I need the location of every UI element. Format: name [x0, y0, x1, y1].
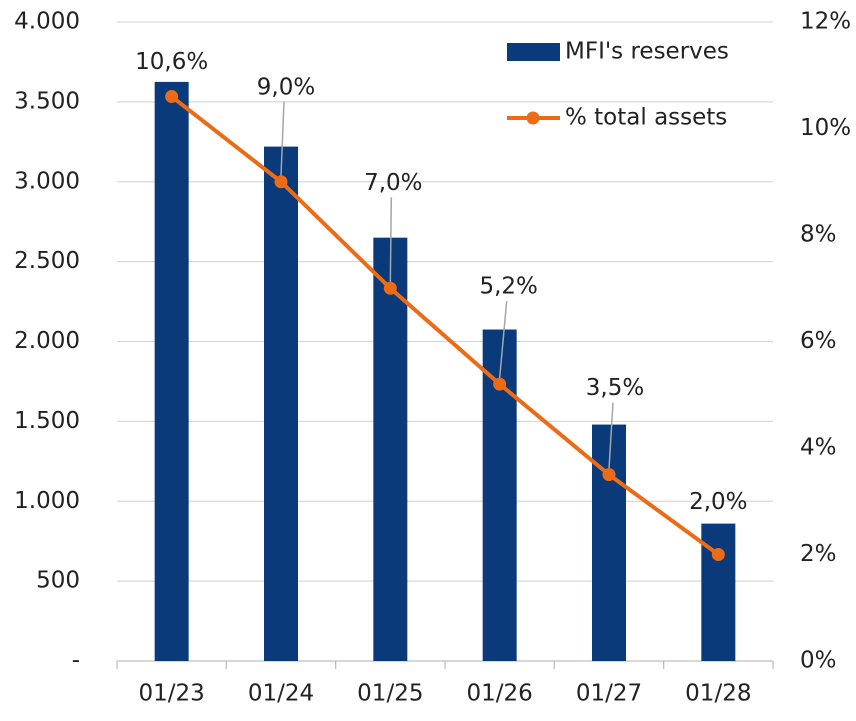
- legend-swatch: [526, 111, 540, 125]
- line-point: [602, 468, 616, 482]
- data-label: 3,5%: [586, 375, 644, 401]
- x-tick-label: 01/26: [467, 681, 533, 707]
- x-tick-label: 01/23: [139, 681, 205, 707]
- leader-line: [498, 301, 508, 379]
- legend-label: % total assets: [565, 105, 727, 131]
- legend-swatch: [507, 43, 560, 61]
- y2-tick-label: 4%: [800, 435, 837, 461]
- bar: [264, 146, 298, 662]
- y2-tick-label: 6%: [800, 328, 837, 354]
- y-tick-label: 1.000: [14, 488, 80, 514]
- data-label: 2,0%: [689, 489, 747, 515]
- y-tick-label: 2.500: [14, 248, 80, 274]
- y2-tick-label: 10%: [800, 115, 851, 141]
- data-label: 7,0%: [364, 170, 422, 196]
- line-point: [383, 281, 397, 295]
- line-point: [274, 175, 288, 189]
- bar: [154, 81, 189, 661]
- line-point: [711, 548, 725, 561]
- y-tick-label: 4.000: [14, 9, 80, 35]
- leader-line: [608, 402, 614, 469]
- y2-tick-label: 2%: [800, 541, 837, 567]
- leader-line: [389, 197, 393, 283]
- data-label: 9,0%: [257, 74, 315, 100]
- y2-tick-label: 8%: [800, 222, 837, 248]
- y-tick-label: 3.000: [14, 168, 80, 194]
- y-tick-label: -: [72, 648, 80, 674]
- line-point: [493, 377, 507, 391]
- line-point: [165, 90, 179, 104]
- y-tick-label: 1.500: [14, 408, 80, 434]
- y-tick-label: 3.500: [14, 88, 80, 114]
- x-tick-label: 01/24: [248, 681, 314, 707]
- data-label: 10,6%: [135, 49, 208, 75]
- line: [170, 94, 720, 557]
- x-tick-label: 01/25: [357, 681, 423, 707]
- y-tick-label: 2.000: [14, 328, 80, 354]
- leader-line: [280, 101, 285, 176]
- bar: [373, 237, 408, 661]
- y2-tick-label: 0%: [800, 648, 837, 674]
- x-tick-label: 01/28: [685, 681, 751, 707]
- data-label: 5,2%: [479, 274, 537, 300]
- y-tick-label: 500: [36, 568, 80, 594]
- x-tick-label: 01/27: [576, 681, 642, 707]
- y2-tick-label: 12%: [800, 9, 851, 35]
- legend-label: MFI's reserves: [565, 39, 729, 65]
